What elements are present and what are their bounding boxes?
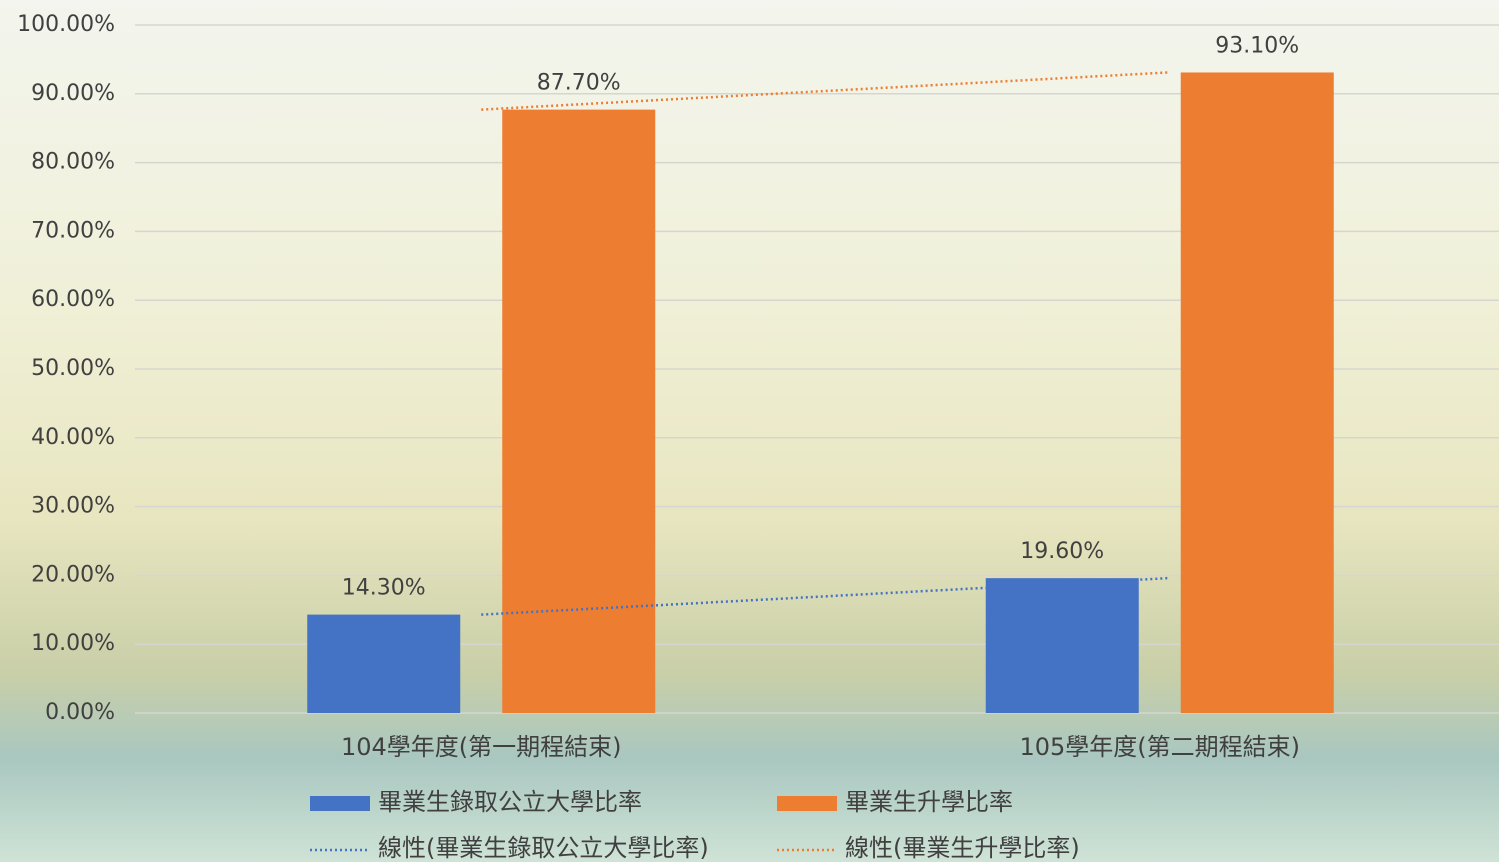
data-label: 87.70% (537, 71, 621, 96)
y-tick-label: 50.00% (31, 356, 115, 381)
bar (985, 578, 1139, 713)
y-tick-label: 70.00% (31, 218, 115, 243)
y-tick-label: 30.00% (31, 494, 115, 519)
data-label: 14.30% (342, 576, 426, 601)
x-tick-label: 104學年度(第一期程結束) (341, 733, 622, 761)
bar (1180, 72, 1334, 714)
y-tick-label: 100.00% (17, 12, 115, 37)
y-tick-label: 40.00% (31, 425, 115, 450)
legend-swatch (777, 796, 837, 811)
y-tick-label: 90.00% (31, 81, 115, 106)
legend-label: 畢業生錄取公立大學比率 (378, 788, 642, 816)
data-label: 19.60% (1020, 539, 1104, 564)
y-tick-label: 80.00% (31, 150, 115, 175)
y-tick-label: 10.00% (31, 631, 115, 656)
y-tick-label: 20.00% (31, 562, 115, 587)
legend-swatch (310, 796, 370, 811)
legend-label: 線性(畢業生錄取公立大學比率) (378, 834, 709, 862)
x-tick-label: 105學年度(第二期程結束) (1019, 733, 1300, 761)
y-tick-label: 0.00% (45, 700, 115, 725)
legend-label: 畢業生升學比率 (845, 788, 1013, 816)
legend-label: 線性(畢業生升學比率) (845, 834, 1080, 862)
y-tick-label: 60.00% (31, 287, 115, 312)
data-label: 93.10% (1215, 33, 1299, 58)
bar (307, 614, 461, 713)
bar (502, 109, 656, 713)
